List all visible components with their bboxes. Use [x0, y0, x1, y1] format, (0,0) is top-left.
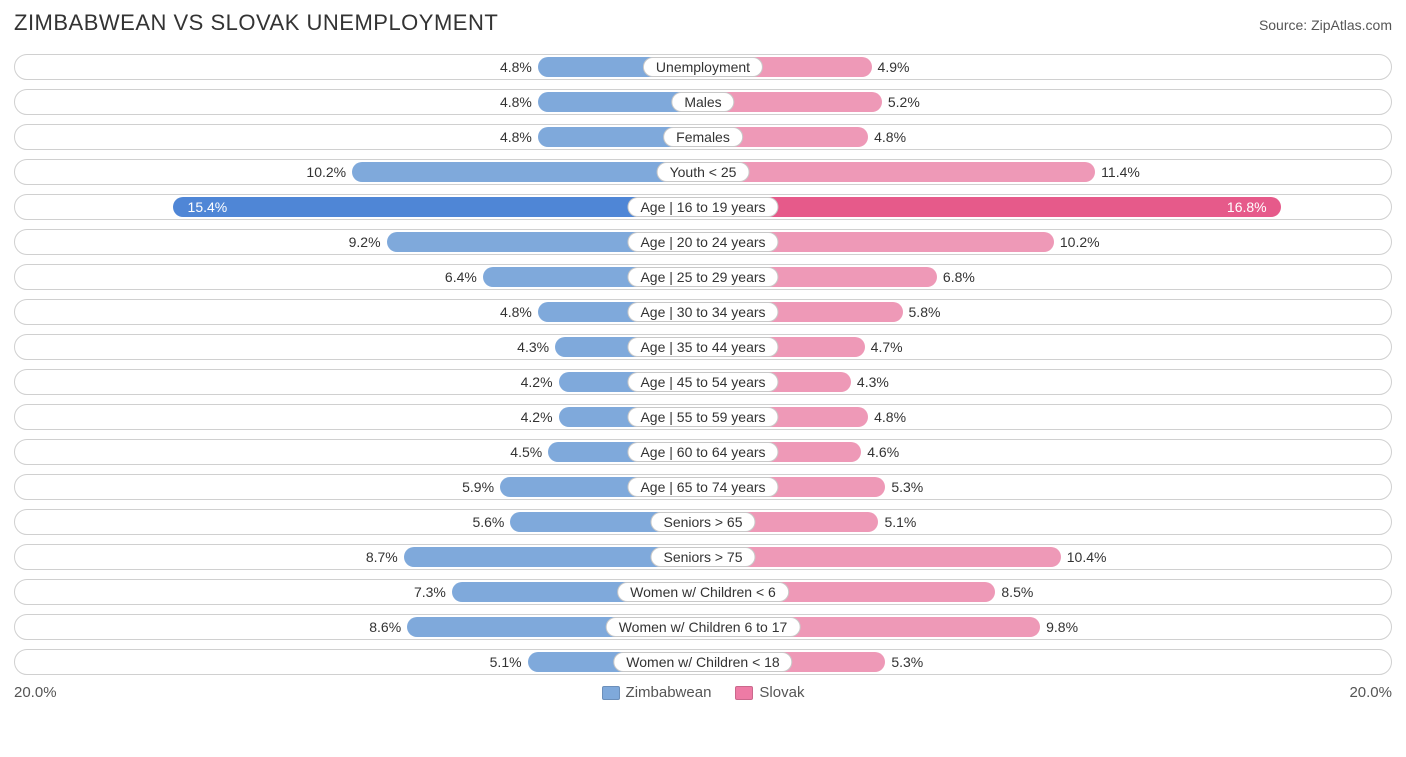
legend-swatch-right	[735, 686, 753, 700]
value-left: 8.6%	[369, 615, 401, 639]
value-right: 16.8%	[1227, 195, 1267, 219]
chart-row: 5.1% 5.3% Women w/ Children < 18	[14, 649, 1392, 675]
bar-right	[703, 162, 1095, 182]
value-right: 5.1%	[884, 510, 916, 534]
chart-row: 4.5% 4.6% Age | 60 to 64 years	[14, 439, 1392, 465]
bar-left	[352, 162, 703, 182]
chart-row: 5.6% 5.1% Seniors > 65	[14, 509, 1392, 535]
value-left: 8.7%	[366, 545, 398, 569]
bar-right	[703, 547, 1061, 567]
value-left: 15.4%	[188, 195, 228, 219]
value-right: 11.4%	[1101, 160, 1140, 184]
category-label: Age | 60 to 64 years	[627, 442, 778, 462]
value-left: 4.8%	[500, 300, 532, 324]
chart-row: 4.2% 4.3% Age | 45 to 54 years	[14, 369, 1392, 395]
value-right: 6.8%	[943, 265, 975, 289]
value-left: 4.8%	[500, 90, 532, 114]
legend-swatch-left	[602, 686, 620, 700]
legend-label-right: Slovak	[759, 684, 804, 701]
category-label: Seniors > 65	[651, 512, 756, 532]
category-label: Age | 55 to 59 years	[627, 407, 778, 427]
value-right: 4.7%	[871, 335, 903, 359]
value-left: 4.2%	[521, 405, 553, 429]
chart-row: 4.3% 4.7% Age | 35 to 44 years	[14, 334, 1392, 360]
value-right: 5.3%	[891, 475, 923, 499]
value-right: 4.8%	[874, 405, 906, 429]
category-label: Seniors > 75	[651, 547, 756, 567]
value-left: 5.6%	[472, 510, 504, 534]
value-right: 5.2%	[888, 90, 920, 114]
source-attribution: Source: ZipAtlas.com	[1259, 17, 1392, 33]
category-label: Age | 45 to 54 years	[627, 372, 778, 392]
chart-row: 5.9% 5.3% Age | 65 to 74 years	[14, 474, 1392, 500]
category-label: Unemployment	[643, 57, 763, 77]
chart-row: 4.8% 4.9% Unemployment	[14, 54, 1392, 80]
chart-title: ZIMBABWEAN VS SLOVAK UNEMPLOYMENT	[14, 10, 498, 36]
chart-row: 8.6% 9.8% Women w/ Children 6 to 17	[14, 614, 1392, 640]
category-label: Females	[663, 127, 743, 147]
value-left: 9.2%	[349, 230, 381, 254]
value-right: 4.3%	[857, 370, 889, 394]
chart-row: 10.2% 11.4% Youth < 25	[14, 159, 1392, 185]
legend-item-left: Zimbabwean	[602, 684, 712, 701]
category-label: Males	[671, 92, 734, 112]
legend-label-left: Zimbabwean	[626, 684, 712, 701]
axis-left-max: 20.0%	[14, 684, 57, 701]
value-left: 4.3%	[517, 335, 549, 359]
chart-row: 4.8% 5.8% Age | 30 to 34 years	[14, 299, 1392, 325]
category-label: Women w/ Children < 18	[613, 652, 792, 672]
value-left: 5.1%	[490, 650, 522, 674]
chart-row: 15.4% 16.8% Age | 16 to 19 years	[14, 194, 1392, 220]
value-left: 4.2%	[521, 370, 553, 394]
value-right: 5.3%	[891, 650, 923, 674]
category-label: Age | 35 to 44 years	[627, 337, 778, 357]
chart-row: 4.8% 4.8% Females	[14, 124, 1392, 150]
category-label: Age | 20 to 24 years	[627, 232, 778, 252]
diverging-bar-chart: 4.8%4.9%Unemployment4.8%5.2%Males4.8%4.8…	[14, 54, 1392, 675]
category-label: Youth < 25	[657, 162, 750, 182]
value-right: 8.5%	[1001, 580, 1033, 604]
value-right: 9.8%	[1046, 615, 1078, 639]
value-right: 4.9%	[878, 55, 910, 79]
value-right: 10.2%	[1060, 230, 1100, 254]
chart-row: 8.7% 10.4% Seniors > 75	[14, 544, 1392, 570]
value-left: 4.8%	[500, 125, 532, 149]
chart-row: 4.2% 4.8% Age | 55 to 59 years	[14, 404, 1392, 430]
category-label: Age | 30 to 34 years	[627, 302, 778, 322]
legend-item-right: Slovak	[735, 684, 804, 701]
value-right: 10.4%	[1067, 545, 1107, 569]
category-label: Age | 65 to 74 years	[627, 477, 778, 497]
chart-row: 7.3% 8.5% Women w/ Children < 6	[14, 579, 1392, 605]
category-label: Age | 25 to 29 years	[627, 267, 778, 287]
value-right: 5.8%	[909, 300, 941, 324]
value-right: 4.8%	[874, 125, 906, 149]
legend: Zimbabwean Slovak	[602, 684, 805, 701]
bar-right	[703, 197, 1281, 217]
value-left: 4.5%	[510, 440, 542, 464]
category-label: Age | 16 to 19 years	[627, 197, 778, 217]
category-label: Women w/ Children 6 to 17	[606, 617, 801, 637]
chart-row: 4.8% 5.2% Males	[14, 89, 1392, 115]
value-left: 5.9%	[462, 475, 494, 499]
bar-left	[173, 197, 703, 217]
chart-row: 6.4% 6.8% Age | 25 to 29 years	[14, 264, 1392, 290]
value-left: 4.8%	[500, 55, 532, 79]
value-right: 4.6%	[867, 440, 899, 464]
value-left: 7.3%	[414, 580, 446, 604]
value-left: 10.2%	[306, 160, 346, 184]
category-label: Women w/ Children < 6	[617, 582, 789, 602]
axis-right-max: 20.0%	[1349, 684, 1392, 701]
value-left: 6.4%	[445, 265, 477, 289]
chart-row: 9.2% 10.2% Age | 20 to 24 years	[14, 229, 1392, 255]
